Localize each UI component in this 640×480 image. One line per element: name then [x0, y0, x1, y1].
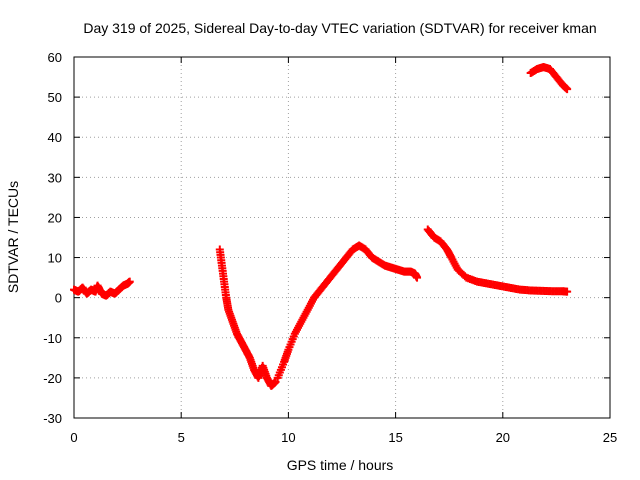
x-tick-label: 0: [70, 430, 77, 445]
y-tick-label: -10: [43, 331, 62, 346]
y-tick-label: 50: [48, 90, 62, 105]
y-tick-label: 30: [48, 170, 62, 185]
chart-title: Day 319 of 2025, Sidereal Day-to-day VTE…: [83, 20, 596, 36]
data-point: [563, 287, 572, 296]
y-tick-label: 40: [48, 130, 62, 145]
axis-ticks: 0 5 10 15 20 25 -30 -20 -10 0 10 20 30 40 50 60: [43, 50, 617, 445]
data-point: [563, 85, 572, 94]
x-tick-label: 5: [178, 430, 185, 445]
data-point: [413, 273, 422, 282]
y-tick-label: 0: [55, 291, 62, 306]
series-segment-2: [215, 245, 280, 390]
data-point: [125, 277, 134, 286]
x-tick-label: 20: [496, 430, 510, 445]
x-axis-label: GPS time / hours: [287, 457, 394, 473]
y-axis-label: SDTVAR / TECUs: [5, 181, 21, 293]
grid-lines: [74, 57, 610, 418]
series-segment-5: [526, 63, 572, 94]
y-tick-label: -20: [43, 371, 62, 386]
y-tick-label: 20: [48, 210, 62, 225]
y-tick-label: -30: [43, 411, 62, 426]
y-tick-label: 60: [48, 50, 62, 65]
data-points: [70, 63, 572, 390]
plot-frame: [73, 56, 611, 419]
x-tick-label: 25: [603, 430, 617, 445]
series-segment-1: [70, 277, 134, 300]
y-tick-label: 10: [48, 251, 62, 266]
series-segment-3: [273, 241, 422, 382]
x-tick-label: 15: [388, 430, 402, 445]
series-segment-4: [423, 225, 572, 296]
data-point: [271, 377, 280, 386]
x-tick-label: 10: [281, 430, 295, 445]
